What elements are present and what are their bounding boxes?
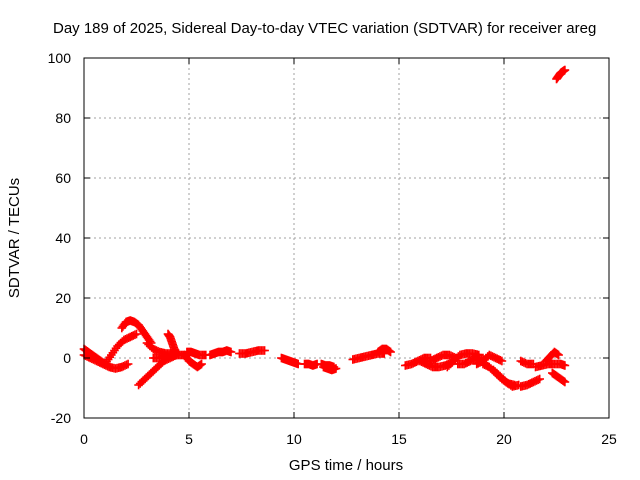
series-arc-20 bbox=[415, 356, 456, 372]
data-point bbox=[535, 374, 545, 384]
data-point bbox=[329, 362, 339, 372]
data-points bbox=[79, 65, 570, 391]
data-point bbox=[497, 356, 507, 366]
y-tick-label: 20 bbox=[55, 290, 71, 306]
x-tick-label: 0 bbox=[80, 431, 88, 447]
data-point bbox=[226, 347, 236, 357]
series-arc-07 bbox=[163, 329, 181, 360]
data-point bbox=[386, 347, 395, 357]
series-arc-11 bbox=[205, 346, 236, 360]
series-arc-32 bbox=[552, 65, 570, 84]
series-arc-30 bbox=[541, 347, 563, 366]
data-point bbox=[132, 329, 141, 339]
series-arc-27 bbox=[516, 374, 545, 391]
y-tick-labels: -20 0 20 40 60 80 100 bbox=[48, 50, 72, 426]
data-point bbox=[197, 359, 206, 369]
series-arc-03 bbox=[100, 329, 141, 369]
x-tick-label: 20 bbox=[496, 431, 512, 447]
data-point bbox=[560, 361, 570, 370]
series-arc-28 bbox=[516, 356, 538, 369]
series-arc-18 bbox=[373, 344, 395, 357]
data-point bbox=[560, 377, 570, 387]
series-arc-09 bbox=[180, 350, 206, 372]
chart-title: Day 189 of 2025, Sidereal Day-to-day VTE… bbox=[53, 20, 596, 37]
x-tick-labels: 0 5 10 15 20 25 bbox=[80, 431, 617, 447]
series-arc-16 bbox=[316, 359, 339, 372]
series-arc-12 bbox=[235, 346, 269, 358]
tick-marks bbox=[83, 57, 610, 419]
series-arc-04 bbox=[117, 316, 156, 348]
data-point bbox=[560, 65, 570, 75]
series-arc-13 bbox=[277, 353, 303, 369]
x-axis-title: GPS time / hours bbox=[289, 457, 403, 474]
series-arc-29 bbox=[531, 359, 570, 372]
x-tick-label: 15 bbox=[391, 431, 407, 447]
series-arc-26 bbox=[489, 365, 524, 391]
y-tick-label: 80 bbox=[55, 110, 71, 126]
x-tick-label: 10 bbox=[286, 431, 302, 447]
x-tick-label: 25 bbox=[601, 431, 617, 447]
y-tick-label: 40 bbox=[55, 230, 71, 246]
series-arc-31 bbox=[547, 368, 570, 387]
y-axis-title: SDTVAR / TECUs bbox=[6, 178, 23, 298]
y-tick-label: 0 bbox=[63, 350, 71, 366]
y-tick-label: 60 bbox=[55, 170, 71, 186]
y-tick-label: 100 bbox=[48, 50, 72, 66]
y-tick-label: -20 bbox=[51, 410, 71, 426]
data-point bbox=[260, 346, 269, 355]
x-tick-label: 5 bbox=[185, 431, 193, 447]
series-arc-22 bbox=[442, 349, 484, 372]
data-point bbox=[554, 350, 563, 360]
data-point bbox=[123, 359, 133, 369]
